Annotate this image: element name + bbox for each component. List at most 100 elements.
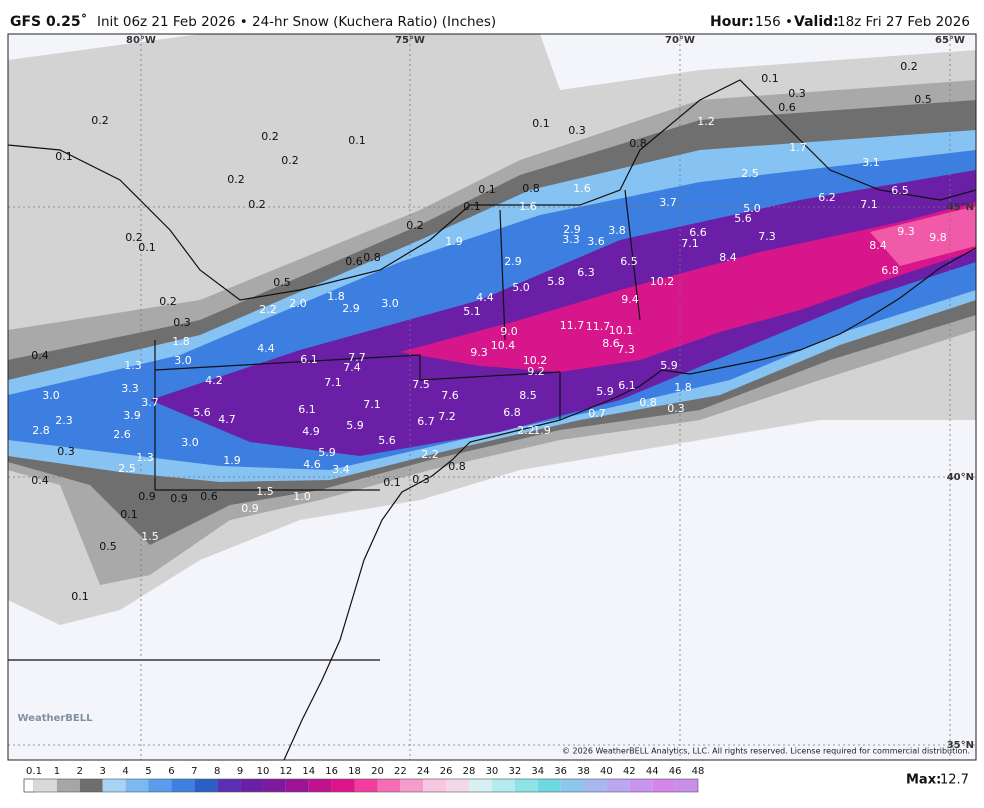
legend-swatch xyxy=(652,779,676,792)
latitude-label: 40°N xyxy=(947,472,974,483)
legend-tick-label: 4 xyxy=(122,766,128,777)
map: 80°W 75°W 70°W 65°W45°N40°N35°N0.20.10.2 0.1… xyxy=(7,33,977,761)
legend-tick-label: 6 xyxy=(168,766,174,777)
legend-swatch xyxy=(629,779,653,792)
legend-swatch xyxy=(308,779,332,792)
legend-frame xyxy=(23,778,699,793)
legend-swatch xyxy=(560,779,584,792)
legend-swatch xyxy=(194,779,218,792)
snow-amount: 0.1 xyxy=(532,117,550,130)
snow-amount: 3.3 xyxy=(562,233,580,246)
legend-swatch xyxy=(217,779,241,792)
legend-tick-label: 36 xyxy=(554,766,567,777)
snow-amount: 7.3 xyxy=(617,343,635,356)
state-line xyxy=(154,340,380,491)
legend-tick-label: 42 xyxy=(623,766,636,777)
snow-amount: 11.7 xyxy=(586,320,611,333)
snow-amount: 0.9 xyxy=(241,502,259,515)
map-labels: 80°W 75°W 70°W 65°W45°N40°N35°N0.20.10.2 0.1… xyxy=(31,35,974,751)
snow-amount: 9.4 xyxy=(621,293,639,306)
snow-amount: 8.5 xyxy=(519,389,537,402)
snow-amount: 4.7 xyxy=(218,413,236,426)
snow-amount: 0.3 xyxy=(788,87,806,100)
legend-tick-label: 32 xyxy=(508,766,521,777)
snow-amount: 5.0 xyxy=(743,202,761,215)
snow-amount: 3.9 xyxy=(123,409,141,422)
snow-amount: 0.1 xyxy=(138,241,156,254)
legend-tick-label: 44 xyxy=(646,766,659,777)
snow-amount: 5.6 xyxy=(734,212,752,225)
latitude-label: 45°N xyxy=(947,202,974,213)
snow-amount: 3.0 xyxy=(181,436,199,449)
snow-amount: 7.1 xyxy=(860,198,878,211)
legend-swatch xyxy=(56,779,80,792)
legend-swatch xyxy=(354,779,378,792)
snow-amount: 7.1 xyxy=(324,376,342,389)
snow-amount: 1.3 xyxy=(136,451,154,464)
legend-tick-label: 46 xyxy=(669,766,682,777)
snow-amount: 0.2 xyxy=(227,173,245,186)
legend-tick-label: 20 xyxy=(371,766,384,777)
valid-value: 18z Fri 27 Feb 2026 xyxy=(837,14,970,30)
snow-amount: 0.8 xyxy=(363,251,381,264)
legend-tick-label: 5 xyxy=(145,766,151,777)
snow-amount: 1.5 xyxy=(141,530,159,543)
longitude-label: 75°W xyxy=(395,35,425,46)
snow-amount: 6.6 xyxy=(689,226,707,239)
legend-tick-label: 40 xyxy=(600,766,613,777)
snow-amount: 0.2 xyxy=(91,114,109,127)
snow-amount: 3.3 xyxy=(121,382,139,395)
legend-swatch xyxy=(23,778,35,793)
longitude-label: 65°W xyxy=(935,35,965,46)
snow-amount: 0.1 xyxy=(478,183,496,196)
legend: 0.1 1 2 3 4 5 6 7 8 9 10 12 14 16 18 20 22 24 26 28 30 32 34 36… xyxy=(23,766,704,793)
snow-amount: 1.7 xyxy=(789,141,807,154)
snow-amount: 1.9 xyxy=(445,235,463,248)
legend-swatch xyxy=(469,779,492,792)
snow-amount: 2.2 xyxy=(259,303,277,316)
snow-amount: 3.7 xyxy=(141,396,159,409)
snow-amount: 1.8 xyxy=(172,335,190,348)
snow-amount: 2.6 xyxy=(113,428,131,441)
snow-amount: 6.5 xyxy=(620,255,638,268)
snow-amount: 3.0 xyxy=(174,354,192,367)
snow-amount: 0.2 xyxy=(125,231,143,244)
legend-tick-label: 28 xyxy=(463,766,476,777)
snow-amount: 0.5 xyxy=(914,93,932,106)
legend-tick-label: 16 xyxy=(325,766,338,777)
snow-amount: 0.2 xyxy=(281,154,299,167)
snow-amount: 11.7 xyxy=(560,319,585,332)
snow-amount: 0.2 xyxy=(248,198,266,211)
snow-amount: 1.8 xyxy=(674,381,692,394)
snow-amount: 2.9 xyxy=(504,255,522,268)
legend-swatch xyxy=(537,779,561,792)
snow-amount: 0.2 xyxy=(261,130,279,143)
snow-amount: 1.2 xyxy=(697,115,715,128)
snow-amount: 6.5 xyxy=(891,184,909,197)
longitude-label: 80°W xyxy=(126,35,156,46)
snow-amount: 2.3 xyxy=(55,414,73,427)
snow-amount: 3.1 xyxy=(862,156,880,169)
snow-amount: 0.6 xyxy=(200,490,218,503)
snow-amount: 0.3 xyxy=(173,316,191,329)
snow-amount: 0.1 xyxy=(71,590,89,603)
snow-amount: 6.8 xyxy=(503,406,521,419)
legend-swatch xyxy=(491,779,515,792)
legend-swatch xyxy=(262,779,286,792)
legend-swatch xyxy=(446,779,470,792)
snow-amount: 0.1 xyxy=(761,72,779,85)
snow-amount: 1.3 xyxy=(124,359,142,372)
snow-amount: 0.9 xyxy=(170,492,188,505)
snow-amount: 1.6 xyxy=(519,200,537,213)
snow-amount: 2.9 xyxy=(342,302,360,315)
snow-amount: 10.2 xyxy=(523,354,548,367)
product-title: Init 06z 21 Feb 2026 • 24-hr Snow (Kuche… xyxy=(97,14,496,30)
snow-amount: 8.4 xyxy=(869,239,887,252)
snow-amount: 7.6 xyxy=(441,389,459,402)
snow-amount: 0.9 xyxy=(138,490,156,503)
copyright: © 2026 WeatherBELL Analytics, LLC. All r… xyxy=(562,747,970,756)
map-frame xyxy=(7,33,977,761)
snow-amount: 10.2 xyxy=(650,275,675,288)
legend-tick-label: 38 xyxy=(577,766,590,777)
